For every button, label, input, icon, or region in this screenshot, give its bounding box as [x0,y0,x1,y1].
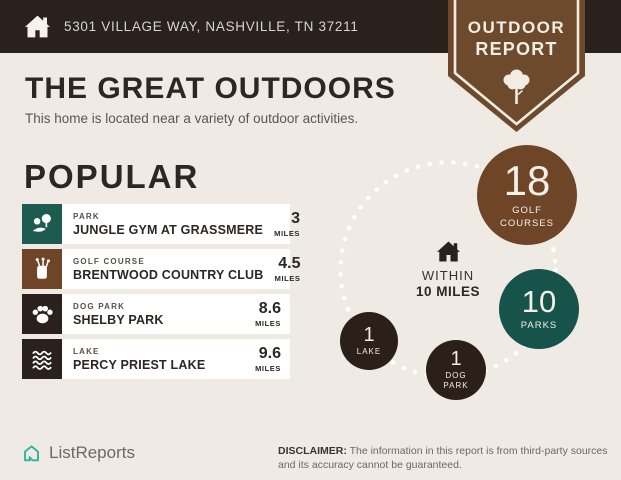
waves-icon [22,339,62,379]
listreports-house-icon [22,444,41,463]
stat-bubble-parks: 10 PARKS [499,269,579,349]
item-text: LAKE PERCY PRIEST LAKE [73,339,244,379]
item-distance-block: 4.5 MILES [264,249,310,289]
tree-icon [503,69,530,104]
item-distance-unit: MILES [274,228,301,238]
stat-label: DOG PARK [443,370,469,390]
stat-label: LAKE [356,346,382,356]
home-icon-dark [436,240,461,263]
brand-name: ListReports [49,443,135,462]
popular-heading: POPULAR [24,158,200,195]
item-distance-value: 3 [291,209,301,227]
stat-value: 1 [450,347,462,370]
item-distance-value: 8.6 [258,299,281,317]
item-distance-value: 9.6 [258,344,281,362]
badge-pennant-shape [448,0,585,132]
list-item-park: PARK JUNGLE GYM AT GRASSMERE 3 MILES [22,204,300,244]
item-text: DOG PARK SHELBY PARK [73,294,244,334]
disclaimer-body: The information in this report is from t… [278,445,608,472]
home-icon [24,14,51,39]
badge-title-line2: REPORT [475,39,558,59]
listreports-logo: ListReports [22,443,135,463]
item-distance-value: 4.5 [278,254,301,272]
radius-center-label: WITHIN 10 MILES [388,240,508,299]
stat-bubble-golf-courses: 18 GOLF COURSES [477,145,577,245]
stat-value: 1 [363,323,375,346]
stat-bubble-lake: 1 LAKE [340,312,398,370]
outdoor-report-badge: OUTDOOR REPORT [448,0,585,132]
page-title: THE GREAT OUTDOORS [25,72,396,105]
item-distance-unit: MILES [255,318,281,328]
property-address: 5301 VILLAGE WAY, NASHVILLE, TN 37211 [64,19,359,34]
popular-list: PARK JUNGLE GYM AT GRASSMERE 3 MILES GOL… [22,204,301,384]
stat-label: PARKS [520,319,558,331]
item-category: DOG PARK [73,301,126,311]
within-label: WITHIN [421,268,475,283]
item-name: PERCY PRIEST LAKE [73,357,206,372]
golf-bag-icon [22,249,62,289]
list-item-dog-park: DOG PARK SHELBY PARK 8.6 MILES [22,294,290,334]
item-name: JUNGLE GYM AT GRASSMERE [73,222,264,237]
radius-distance-label: 10 MILES [415,284,481,299]
item-name: SHELBY PARK [73,312,164,327]
item-distance-block: 9.6 MILES [244,339,290,379]
item-text: PARK JUNGLE GYM AT GRASSMERE [73,204,263,244]
item-category: GOLF COURSE [73,256,145,266]
item-distance-unit: MILES [274,273,301,283]
item-category: PARK [73,211,100,221]
stat-value: 18 [503,157,551,205]
page-subtitle: This home is located near a variety of o… [25,111,359,126]
list-item-golf-course: GOLF COURSE BRENTWOOD COUNTRY CLUB 4.5 M… [22,249,301,289]
item-distance-block: 3 MILES [263,204,309,244]
playground-icon [22,204,62,244]
item-category: LAKE [73,346,100,356]
item-distance-block: 8.6 MILES [244,294,290,334]
badge-title-line1: OUTDOOR [467,18,566,37]
disclaimer-label: DISCLAIMER: [278,445,347,457]
disclaimer-text: DISCLAIMER: The information in this repo… [278,444,616,472]
stat-bubble-dog-park: 1 DOG PARK [426,340,486,400]
item-name: BRENTWOOD COUNTRY CLUB [73,267,264,282]
stat-label: GOLF COURSES [500,205,554,229]
stat-value: 10 [521,283,557,319]
list-item-lake: LAKE PERCY PRIEST LAKE 9.6 MILES [22,339,290,379]
paw-icon [22,294,62,334]
item-text: GOLF COURSE BRENTWOOD COUNTRY CLUB [73,249,264,289]
item-distance-unit: MILES [255,363,281,373]
